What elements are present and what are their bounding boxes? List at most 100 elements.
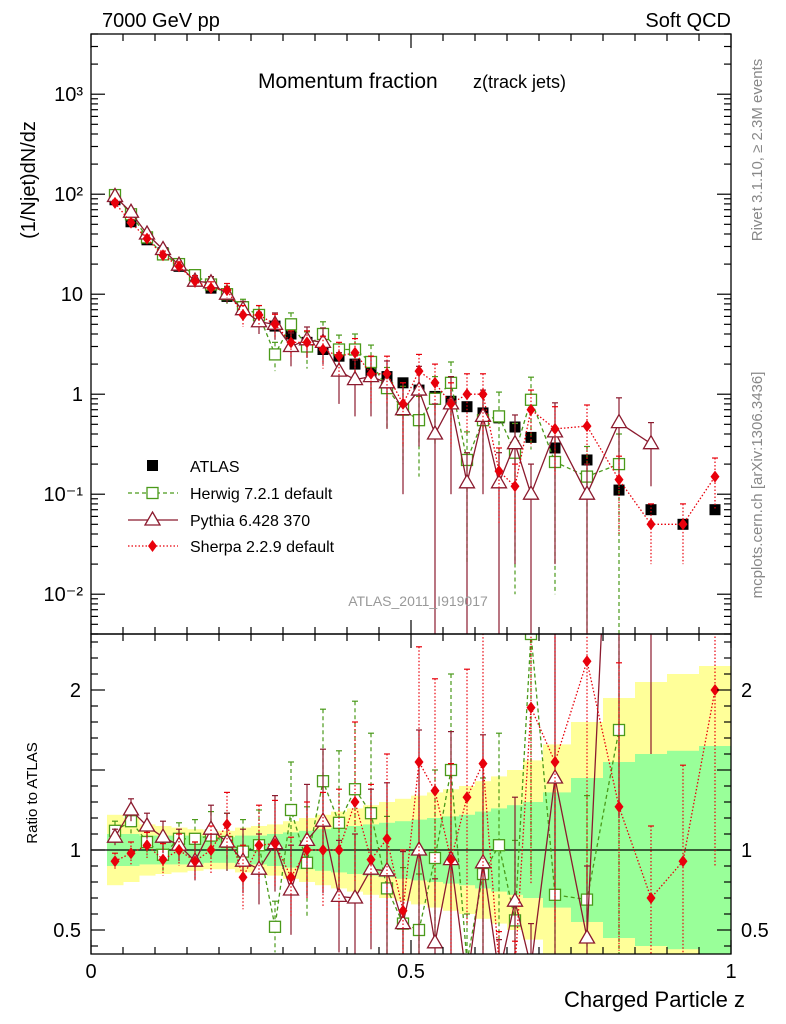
- point-sherpa-9: [254, 308, 264, 321]
- point-sherpa-0: [110, 196, 120, 209]
- point-herwig-26: [524, 393, 538, 406]
- ratio-point-herwig-10: [268, 920, 282, 933]
- legend-marker-sherpa: [148, 540, 157, 552]
- series-pythia: [106, 187, 660, 634]
- ratio-point-pythia-6: [202, 819, 220, 835]
- ratio-point-sherpa-28: [582, 655, 592, 668]
- ratio-point-sherpa-23: [478, 757, 488, 770]
- legend-marker-pythia: [143, 510, 162, 526]
- point-pythia-22: [458, 473, 476, 489]
- point-atlas-26: [525, 431, 537, 443]
- xtick-label-1: 0.5: [397, 961, 425, 983]
- ratio-point-sherpa-26: [526, 701, 536, 714]
- point-sherpa-22: [462, 388, 472, 401]
- ratio-point-sherpa-5: [190, 855, 200, 868]
- ratio-point-pythia-28: [578, 928, 596, 944]
- ratio-point-pythia-0: [106, 827, 124, 843]
- ratio-point-pythia-9: [250, 859, 268, 875]
- point-sherpa-30: [646, 518, 656, 531]
- ratio-series-sherpa: [110, 634, 720, 974]
- point-sherpa-26: [526, 403, 536, 416]
- series-sherpa: [110, 196, 720, 565]
- series-atlas: [109, 194, 721, 530]
- ratio-point-sherpa-14: [334, 844, 344, 856]
- ratio-point-sherpa-19: [414, 756, 424, 768]
- ratio-point-sherpa-10: [270, 837, 280, 850]
- legend: ATLAS Herwig 7.2.1 default Pythia 6.428 …: [128, 459, 335, 556]
- point-sherpa-29: [614, 473, 624, 486]
- ytick-label-2: 1: [72, 384, 83, 406]
- ytick-label-5: 10³: [54, 84, 83, 106]
- point-sherpa-7: [222, 284, 232, 297]
- point-herwig-11: [284, 318, 298, 331]
- point-sherpa-25: [510, 480, 520, 493]
- legend-label-sherpa: Sherpa 2.2.9 default: [190, 539, 335, 556]
- ratio-ytick-label-left-1: 1: [70, 840, 81, 862]
- ratio-point-sherpa-25: [511, 962, 520, 974]
- series-herwig: [108, 188, 626, 634]
- point-pythia-19: [410, 380, 428, 396]
- point-atlas-28: [581, 454, 593, 466]
- ratio-point-sherpa-16: [366, 853, 376, 866]
- ratio-point-sherpa-3: [158, 853, 168, 866]
- ratio-ytick-label-left-2: 2: [70, 680, 81, 702]
- point-sherpa-14: [334, 350, 344, 363]
- point-pythia-15: [346, 370, 364, 386]
- point-sherpa-20: [430, 376, 440, 389]
- point-sherpa-1: [126, 216, 136, 229]
- point-sherpa-13: [318, 343, 328, 356]
- legend-label-herwig: Herwig 7.2.1 default: [190, 486, 333, 503]
- point-pythia-30: [642, 434, 660, 450]
- point-sherpa-17: [382, 367, 392, 380]
- point-pythia-23: [474, 407, 492, 423]
- rivet-version-label: Rivet 3.1.10, ≥ 2.3M events: [749, 59, 766, 242]
- ratio-ytick-label-left-0: 0.5: [53, 920, 81, 942]
- ratio-point-pythia-7: [218, 832, 236, 848]
- line-herwig: [114, 194, 620, 478]
- ytick-label-1: 10⁻¹: [44, 484, 84, 506]
- analysis-watermark: ATLAS_2011_I919017: [348, 593, 488, 609]
- ratio-point-sherpa-6: [206, 844, 216, 856]
- ratio-point-sherpa-18: [398, 904, 408, 917]
- ratio-point-pythia-13: [314, 811, 332, 827]
- legend-entry-sherpa: Sherpa 2.2.9 default: [128, 539, 335, 556]
- ratio-point-sherpa-9: [254, 839, 264, 852]
- ratio-point-sherpa-20: [430, 784, 440, 797]
- ratio-panel-marks: [106, 250, 720, 980]
- point-sherpa-5: [190, 275, 200, 288]
- ratio-point-sherpa-30: [646, 892, 656, 904]
- xtick-label-0: 0: [85, 961, 96, 983]
- point-sherpa-23: [478, 388, 488, 401]
- point-sherpa-6: [206, 282, 216, 295]
- point-sherpa-18: [398, 397, 408, 410]
- ratio-point-sherpa-17: [382, 832, 392, 845]
- ratio-ytick-label-right-2: 2: [741, 680, 752, 702]
- ratio-point-sherpa-27: [550, 756, 560, 768]
- ytick-label-3: 10: [61, 284, 83, 306]
- ratio-point-pythia-26: [524, 959, 539, 972]
- point-sherpa-24: [494, 465, 504, 478]
- ratio-ytick-label-right-1: 1: [741, 840, 752, 862]
- point-pythia-25: [506, 434, 524, 450]
- point-atlas-32: [709, 504, 721, 516]
- ratio-point-sherpa-32: [710, 684, 720, 696]
- ratio-point-herwig-24: [492, 839, 506, 852]
- mcplots-label: mcplots.cern.ch [arXiv:1306.3436]: [749, 372, 766, 599]
- point-sherpa-31: [678, 518, 688, 531]
- ratio-point-sherpa-0: [110, 855, 120, 868]
- point-sherpa-32: [710, 470, 720, 483]
- point-pythia-20: [426, 424, 444, 440]
- point-sherpa-3: [158, 249, 168, 262]
- line-sherpa: [114, 202, 716, 525]
- ratio-point-herwig-14: [332, 816, 346, 829]
- legend-entry-pythia: Pythia 6.428 370: [128, 510, 310, 530]
- ratio-point-pythia-2: [138, 816, 156, 832]
- ratio-point-pythia-24: [492, 967, 507, 980]
- ratio-point-pythia-30: [644, 266, 659, 279]
- ratio-point-pythia-16: [362, 859, 380, 875]
- plot-title: Momentum fraction: [258, 70, 438, 93]
- ratio-point-pythia-29: [612, 250, 627, 263]
- point-sherpa-4: [174, 260, 184, 273]
- ratio-panel-frame: [90, 633, 732, 955]
